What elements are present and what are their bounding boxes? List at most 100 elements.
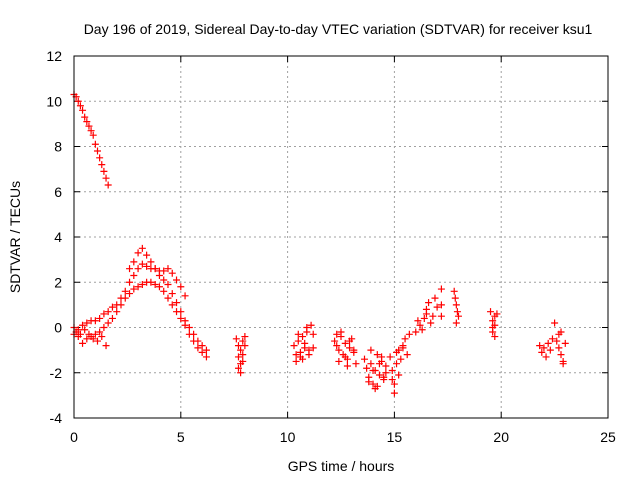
data-point [89,335,97,343]
x-tick-label: 10 [280,429,296,445]
data-point [190,330,198,338]
data-point [388,366,396,374]
data-point [386,353,394,361]
data-point [173,276,181,284]
series-cluster-18h [450,287,462,327]
data-point [239,337,247,345]
data-point [83,118,91,126]
data-point [143,262,151,270]
data-point [81,113,89,121]
data-point [96,154,104,162]
y-tick-label: -2 [50,365,63,381]
data-point [397,355,405,363]
data-point [346,344,354,352]
data-point [239,357,247,365]
data-point [553,337,561,345]
data-point [151,265,159,273]
data-point [241,342,249,350]
data-point [98,161,106,169]
data-point [427,319,435,327]
data-point [83,335,91,343]
data-point [177,283,185,291]
data-point [241,333,249,341]
data-point [102,342,110,350]
data-point [559,360,567,368]
data-point [333,342,341,350]
data-point [74,97,82,105]
x-tick-label: 5 [177,429,185,445]
data-point [102,174,110,182]
data-point [299,333,307,341]
data-point [168,290,176,298]
data-point [96,328,104,336]
y-tick-label: 10 [46,93,62,109]
x-tick-label: 25 [600,429,616,445]
data-point [346,337,354,345]
data-point [296,348,304,356]
data-point [126,290,134,298]
data-point [437,312,445,320]
series-cluster-10-11h [290,321,317,365]
x-tick-label: 15 [387,429,403,445]
series-cluster-14h [360,346,390,393]
data-point [237,346,245,354]
data-point [403,351,411,359]
data-point [130,271,138,279]
data-point [177,308,185,316]
series-cluster-8h [232,333,249,377]
data-point [292,357,300,365]
data-point [185,324,193,331]
data-point [375,360,383,368]
data-point [542,353,550,361]
data-point [234,353,242,361]
data-point [164,281,172,289]
data-point [420,314,428,322]
data-point [343,362,351,370]
data-point [557,328,565,336]
data-point [350,346,358,354]
data-point [452,301,460,309]
data-point [138,244,146,252]
data-point [380,373,388,381]
data-point [453,308,461,316]
data-point [388,376,396,384]
data-point [561,339,569,347]
data-point [198,348,206,356]
data-point [239,351,247,359]
data-point [234,364,242,372]
data-point [487,308,495,316]
y-axis-label: SDTVAR / TECUs [7,181,23,293]
data-point [337,328,345,336]
data-point [181,292,189,300]
data-point [164,294,172,302]
data-point [557,351,565,359]
data-point [130,285,138,293]
data-point [173,299,181,307]
series-cluster-23h [551,319,569,368]
data-point [100,324,108,331]
data-point [85,330,93,338]
data-point [93,337,101,345]
data-point [294,330,302,338]
data-point [307,321,315,329]
data-point [450,287,458,295]
y-tick-label: 2 [54,274,62,290]
data-point [79,106,87,114]
data-points [70,90,569,397]
data-point [555,344,563,352]
data-point [538,348,546,356]
series-track-high-decay [70,90,112,189]
data-point [390,389,398,397]
data-point [382,362,390,370]
data-point [367,360,375,368]
data-point [437,301,445,309]
data-point [331,337,339,345]
data-point [104,319,112,327]
data-point [493,310,501,318]
y-tick-label: -4 [50,410,63,426]
data-point [378,353,386,361]
data-point [104,308,112,316]
data-point [202,346,210,354]
data-point [303,324,311,331]
data-point [393,348,401,356]
